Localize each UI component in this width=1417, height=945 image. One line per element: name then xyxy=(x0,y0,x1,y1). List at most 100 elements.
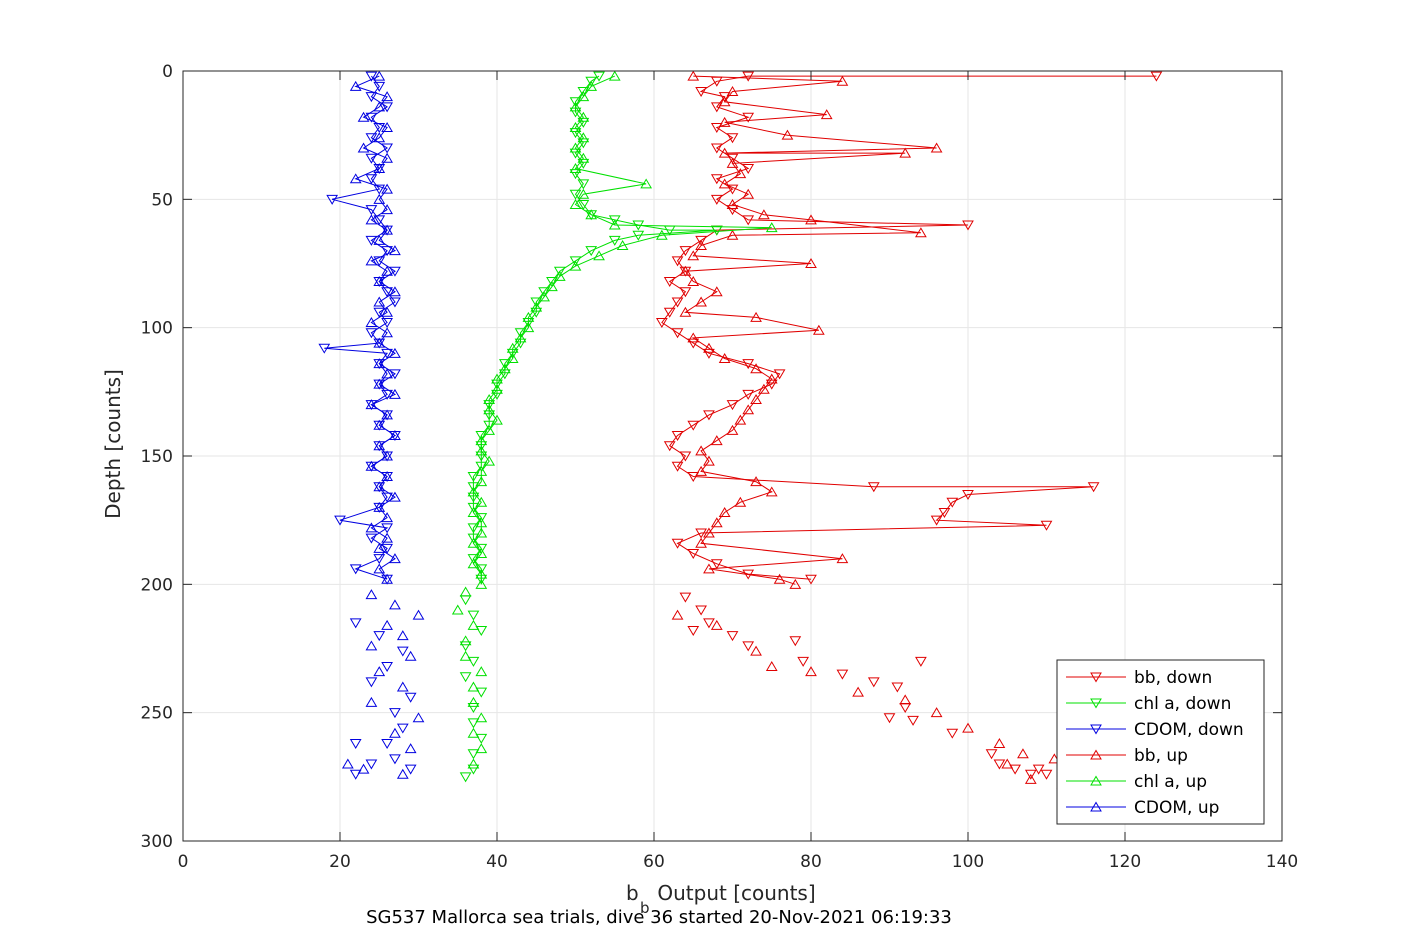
data-point xyxy=(797,656,810,667)
data-point xyxy=(1009,764,1021,775)
data-point xyxy=(569,101,582,112)
data-point xyxy=(467,696,480,707)
data-point xyxy=(396,646,409,657)
data-point xyxy=(381,368,393,379)
data-point xyxy=(349,80,362,91)
data-point xyxy=(349,564,362,575)
data-point xyxy=(577,138,590,149)
series-bb-up xyxy=(679,70,943,589)
data-point xyxy=(718,147,731,158)
data-point xyxy=(569,198,582,209)
legend-marker xyxy=(1090,724,1102,735)
data-point xyxy=(381,543,393,554)
data-point xyxy=(467,610,480,621)
data-point xyxy=(389,599,401,610)
legend-item: bb, up xyxy=(1066,746,1188,766)
data-point xyxy=(569,163,582,174)
data-point xyxy=(506,342,519,353)
data-point xyxy=(750,476,762,487)
data-point xyxy=(381,573,393,584)
x-axis-label-rest: Output [counts] xyxy=(651,881,816,905)
data-point xyxy=(365,640,378,651)
data-point xyxy=(726,631,739,642)
x-axis-label: b b Output [counts] xyxy=(626,881,816,917)
data-point xyxy=(467,749,480,760)
data-point xyxy=(726,184,739,195)
data-point xyxy=(1087,482,1100,493)
data-point xyxy=(710,435,723,446)
data-point xyxy=(373,215,386,226)
data-point xyxy=(365,589,378,600)
data-point xyxy=(373,666,386,677)
data-point xyxy=(765,373,778,384)
data-point xyxy=(365,205,378,216)
data-point xyxy=(349,738,362,749)
x-tick-label: 140 xyxy=(1266,852,1298,872)
data-point xyxy=(389,491,401,502)
data-point xyxy=(389,708,401,719)
data-point xyxy=(483,455,496,466)
legend-label: chl a, up xyxy=(1134,772,1207,792)
data-point xyxy=(389,266,401,277)
data-point xyxy=(475,435,488,446)
data-point xyxy=(381,327,393,338)
data-point xyxy=(491,414,503,425)
data-point xyxy=(758,209,770,220)
y-tick-label: 150 xyxy=(141,447,173,467)
data-point xyxy=(867,677,880,688)
data-point xyxy=(616,240,629,251)
data-point xyxy=(663,307,676,318)
data-point xyxy=(687,332,700,343)
data-point xyxy=(373,307,386,318)
data-point xyxy=(467,703,480,714)
legend-label: bb, down xyxy=(1134,668,1212,688)
data-point xyxy=(742,71,755,82)
data-point xyxy=(750,394,762,405)
data-point xyxy=(577,158,590,169)
data-point xyxy=(742,164,755,175)
data-point xyxy=(365,317,378,328)
data-point xyxy=(577,132,590,143)
data-point xyxy=(373,481,386,492)
data-point xyxy=(569,142,582,153)
data-point xyxy=(608,235,621,246)
data-point xyxy=(569,128,582,139)
data-point xyxy=(679,287,692,298)
data-point xyxy=(718,506,731,517)
data-point xyxy=(695,87,707,98)
data-point xyxy=(483,404,496,415)
data-point xyxy=(765,379,778,390)
data-point xyxy=(577,87,590,98)
data-point xyxy=(396,768,409,779)
data-point xyxy=(381,471,393,482)
data-point xyxy=(671,430,684,441)
data-point xyxy=(687,338,700,349)
data-point xyxy=(710,559,723,570)
data-point xyxy=(569,107,582,118)
data-point xyxy=(491,383,503,394)
data-point xyxy=(475,687,488,698)
data-point xyxy=(671,328,684,339)
data-point xyxy=(404,743,417,754)
data-point xyxy=(467,486,480,497)
data-point xyxy=(381,152,393,163)
data-point xyxy=(514,332,527,343)
data-point xyxy=(687,70,700,81)
data-point xyxy=(475,496,488,507)
data-point xyxy=(373,419,386,430)
data-point xyxy=(475,543,488,554)
data-point xyxy=(467,758,480,769)
data-point xyxy=(679,306,692,317)
data-point xyxy=(734,414,747,425)
data-point xyxy=(498,363,511,374)
data-point xyxy=(373,563,386,574)
data-point xyxy=(483,420,496,431)
data-point xyxy=(365,255,378,266)
x-tick-label: 0 xyxy=(178,852,189,872)
data-point xyxy=(577,152,590,163)
data-point xyxy=(475,564,488,575)
data-point xyxy=(404,692,417,703)
data-point xyxy=(373,440,386,451)
data-point xyxy=(373,275,386,286)
data-point xyxy=(577,111,590,122)
